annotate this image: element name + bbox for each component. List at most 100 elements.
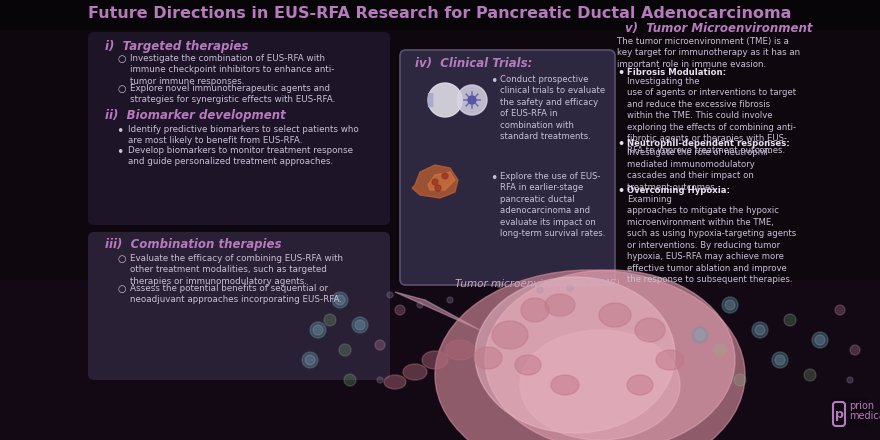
Text: p: p [834,407,843,421]
Ellipse shape [599,303,631,327]
Ellipse shape [815,335,825,345]
Text: iv)  Clinical Trials:: iv) Clinical Trials: [415,57,532,70]
Ellipse shape [339,344,351,356]
Ellipse shape [435,270,745,440]
Ellipse shape [725,300,735,310]
Ellipse shape [310,322,326,338]
Text: •: • [116,146,123,159]
Text: ○: ○ [118,284,127,294]
Text: •: • [617,139,624,150]
Text: •: • [617,68,624,78]
Text: Tumor microenvironment (TME): Tumor microenvironment (TME) [455,278,620,288]
Text: Explore novel immunotherapeutic agents and
strategies for synergistic effects wi: Explore novel immunotherapeutic agents a… [130,84,335,104]
Text: v)  Tumor Microenvironment: v) Tumor Microenvironment [625,22,812,35]
Ellipse shape [445,340,475,360]
Ellipse shape [335,295,345,305]
Ellipse shape [457,85,487,115]
Text: Develop biomarkers to monitor treatment response
and guide personalized treatmen: Develop biomarkers to monitor treatment … [128,146,353,166]
Ellipse shape [804,369,816,381]
Ellipse shape [752,322,768,338]
Circle shape [432,179,438,185]
Text: •: • [490,75,497,88]
Ellipse shape [313,325,323,335]
Ellipse shape [384,375,406,389]
Circle shape [387,292,393,298]
Ellipse shape [520,330,680,440]
Polygon shape [395,292,480,330]
Text: ▌: ▌ [427,93,437,107]
Ellipse shape [428,83,462,117]
Text: iii)  Combination therapies: iii) Combination therapies [105,238,282,251]
FancyBboxPatch shape [400,50,615,285]
Circle shape [468,96,476,104]
FancyBboxPatch shape [832,398,870,428]
Text: Examining
approaches to mitigate the hypoxic
microenvironment within the TME,
su: Examining approaches to mitigate the hyp… [627,195,796,284]
Circle shape [847,377,853,383]
Text: ○: ○ [118,54,127,64]
Text: The tumor microenvironment (TME) is a
key target for immunotherapy as it has an
: The tumor microenvironment (TME) is a ke… [617,37,800,69]
FancyBboxPatch shape [0,0,880,30]
Ellipse shape [485,270,735,440]
Ellipse shape [355,320,365,330]
Text: •: • [617,186,624,196]
Ellipse shape [551,375,579,395]
Circle shape [417,302,423,308]
Ellipse shape [722,297,738,313]
Ellipse shape [772,352,788,368]
Ellipse shape [324,314,336,326]
Text: Fibrosis Modulation:: Fibrosis Modulation: [627,68,726,77]
Ellipse shape [344,374,356,386]
Circle shape [395,305,405,315]
Text: ii)  Biomarker development: ii) Biomarker development [105,109,286,122]
Ellipse shape [734,374,746,386]
Ellipse shape [695,330,705,340]
Ellipse shape [403,364,427,380]
Text: i)  Targeted therapies: i) Targeted therapies [105,40,248,53]
Ellipse shape [521,298,549,322]
Text: ○: ○ [118,84,127,94]
Polygon shape [428,172,455,190]
Ellipse shape [627,375,653,395]
Ellipse shape [714,344,726,356]
Ellipse shape [545,294,575,316]
Polygon shape [412,165,458,198]
Text: Future Directions in EUS-RFA Research for Pancreatic Ductal Adenocarcinoma: Future Directions in EUS-RFA Research fo… [88,6,792,21]
Text: Assess the potential benefits of sequential or
neoadjuvant approaches incorporat: Assess the potential benefits of sequent… [130,284,342,304]
Circle shape [850,345,860,355]
Text: Overcoming Hypoxia:: Overcoming Hypoxia: [627,186,730,195]
Circle shape [375,340,385,350]
Circle shape [447,297,453,303]
Text: Investigate the combination of EUS-RFA with
immune checkpoint inhibitors to enha: Investigate the combination of EUS-RFA w… [130,54,334,86]
Text: •: • [490,172,497,185]
Text: Investigate the role of neutrophil-
mediated immunomodulatory
cascades and their: Investigate the role of neutrophil- medi… [627,148,771,192]
Ellipse shape [635,318,665,342]
Text: Investigating the
use of agents or interventions to target
and reduce the excess: Investigating the use of agents or inter… [627,77,796,155]
Ellipse shape [475,277,675,433]
Text: ○: ○ [118,254,127,264]
Text: Neutrophil-dependent responses:: Neutrophil-dependent responses: [627,139,789,148]
Circle shape [442,173,448,179]
Text: Explore the use of EUS-
RFA in earlier-stage
pancreatic ductal
adenocarcinoma an: Explore the use of EUS- RFA in earlier-s… [500,172,605,238]
Circle shape [497,282,503,288]
Text: medical: medical [849,411,880,421]
Circle shape [435,185,441,191]
Ellipse shape [784,314,796,326]
FancyBboxPatch shape [88,232,390,380]
Ellipse shape [656,350,684,370]
Text: Conduct prospective
clinical trials to evaluate
the safety and efficacy
of EUS-R: Conduct prospective clinical trials to e… [500,75,605,141]
Circle shape [377,377,383,383]
Text: prion: prion [849,401,874,411]
Ellipse shape [515,355,541,375]
Ellipse shape [422,351,448,369]
Circle shape [537,287,543,293]
Ellipse shape [775,355,785,365]
Circle shape [567,285,573,291]
Ellipse shape [492,321,528,349]
Ellipse shape [352,317,368,333]
Circle shape [835,305,845,315]
FancyBboxPatch shape [88,32,390,225]
Ellipse shape [302,352,318,368]
Ellipse shape [332,292,348,308]
Ellipse shape [305,355,315,365]
Text: •: • [116,125,123,138]
